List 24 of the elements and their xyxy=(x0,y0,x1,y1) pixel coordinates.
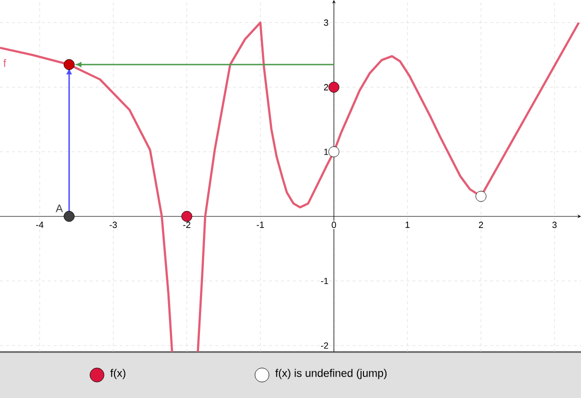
series-label: f xyxy=(3,58,6,67)
point xyxy=(181,210,192,222)
point xyxy=(476,190,486,202)
legend-label: f(x) xyxy=(110,368,126,380)
point xyxy=(64,210,75,222)
x-tick-label: 1 xyxy=(406,222,410,228)
point xyxy=(66,69,72,74)
y-tick-label: 3 xyxy=(324,19,328,26)
x-tick-label: -1 xyxy=(256,222,264,228)
y-tick-label: 1 xyxy=(324,148,328,155)
point xyxy=(328,82,340,93)
x-tick-label: 3 xyxy=(552,222,557,228)
y-tick-label: 2 xyxy=(324,84,328,90)
x-tick-label: 0 xyxy=(332,222,336,228)
point xyxy=(328,146,340,158)
x-tick-label: -4 xyxy=(36,222,44,228)
x-tick-label: -2 xyxy=(183,222,190,228)
series-label: A xyxy=(56,204,63,212)
y-tick-label: -1 xyxy=(321,278,328,284)
x-tick-label: -3 xyxy=(110,222,117,228)
legend-label: f(x) is undefined (jump) xyxy=(275,368,387,380)
point xyxy=(64,59,75,70)
x-tick-label: 2 xyxy=(478,222,484,228)
y-tick-label: -2 xyxy=(321,342,328,349)
